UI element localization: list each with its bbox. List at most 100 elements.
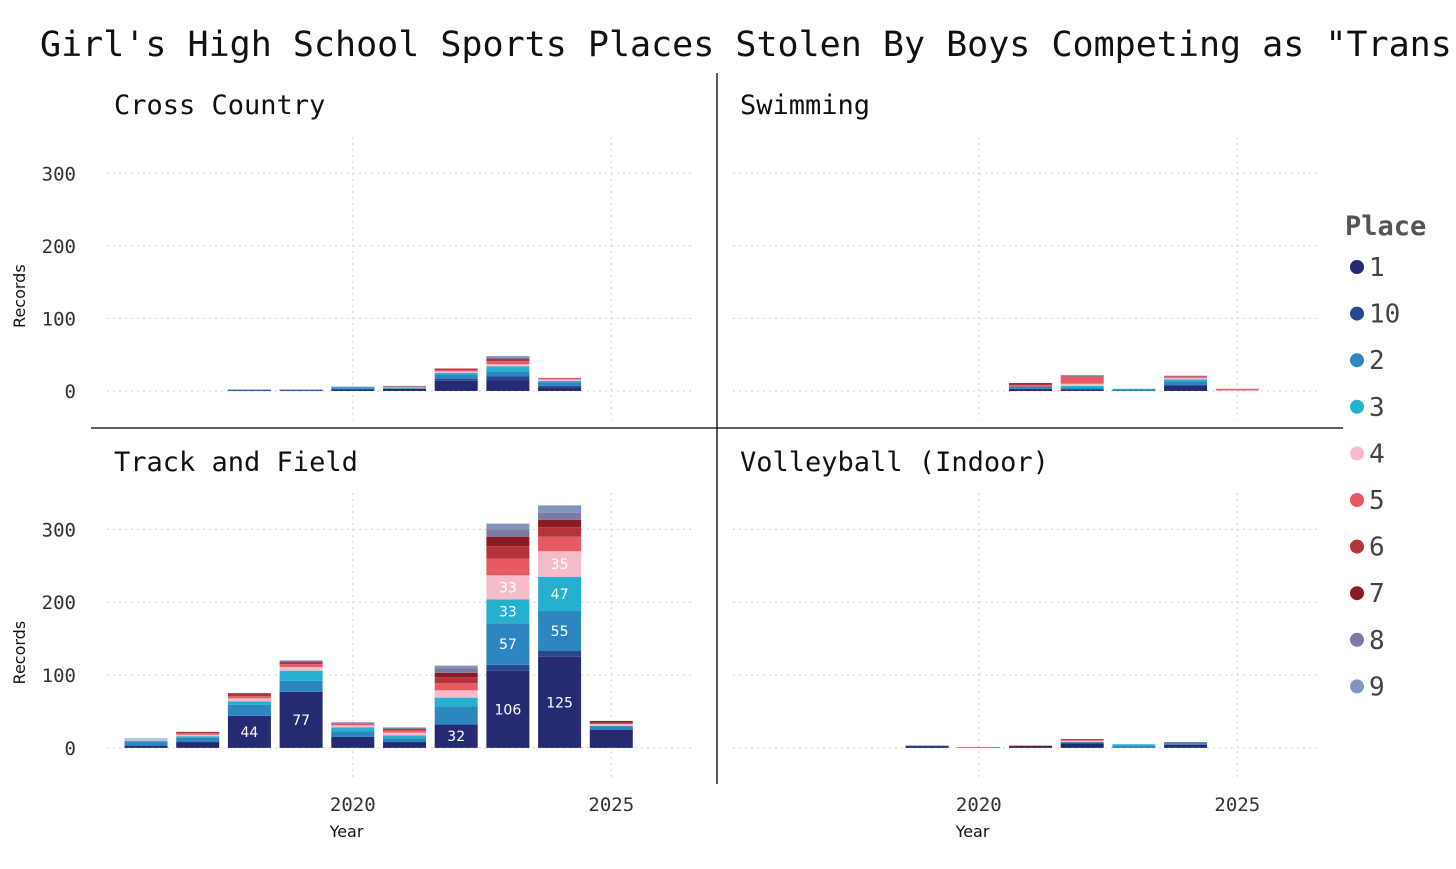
bar-segment-place-1 [383, 742, 426, 748]
bar-segment-place-2 [1112, 389, 1156, 391]
y-tick-label: 100 [42, 308, 76, 330]
bar-segment-place-7 [486, 359, 530, 360]
x-axis-title: Year [955, 822, 990, 841]
bar-segment-place-6 [434, 368, 478, 370]
bar-segment-place-1 [538, 656, 582, 748]
bar-segment-place-4 [486, 364, 530, 367]
bar-segment-place-4 [1215, 390, 1259, 392]
bar-segment-place-3 [331, 727, 375, 732]
legend-item-7: 7 [1350, 579, 1385, 609]
data-label: 35 [551, 557, 569, 573]
legend-item-1: 1 [1350, 253, 1385, 283]
facet-title: Cross Country [114, 90, 325, 121]
x-tick-label: 2025 [1214, 794, 1260, 816]
bar-segment-place-4 [383, 732, 426, 736]
bar-2019 [279, 389, 323, 392]
bar-segment-place-5 [538, 536, 582, 552]
bar-segment-place-7 [1009, 745, 1052, 747]
legend-label: 4 [1369, 439, 1385, 469]
legend-item-2: 2 [1350, 346, 1385, 376]
bar-segment-place-6 [486, 546, 530, 559]
bar-segment-place-1 [279, 390, 323, 392]
bar-segment-place-2 [383, 738, 426, 743]
bar-segment-place-5 [1009, 385, 1052, 387]
bar-segment-place-1 [227, 715, 271, 748]
bar-segment-place-7 [1009, 382, 1052, 384]
bar-segment-place-4 [383, 387, 426, 389]
x-tick-label: 2020 [330, 794, 376, 816]
legend-label: 10 [1369, 300, 1400, 330]
bar-segment-place-2 [331, 731, 375, 737]
bar-segment-place-6 [486, 359, 530, 362]
bar-segment-place-1 [1009, 746, 1052, 748]
bar-2022 [1060, 739, 1104, 748]
bar-2016 [124, 738, 168, 748]
bar-segment-place-1 [434, 380, 478, 391]
bar-segment-place-9 [538, 505, 582, 513]
bar-segment-place-1 [486, 670, 530, 748]
bar-segment-place-3 [486, 599, 530, 624]
bar-2021 [383, 385, 426, 391]
bar-segment-place-5 [279, 664, 323, 668]
bar-segment-place-4 [1164, 377, 1208, 380]
legend-label: 1 [1369, 253, 1385, 283]
facet-title: Volleyball (Indoor) [740, 447, 1049, 478]
legend-item-3: 3 [1350, 393, 1385, 423]
bar-segment-place-2 [434, 706, 478, 725]
bar-segment-place-2 [1009, 386, 1052, 389]
bar-segment-place-2 [227, 389, 271, 391]
data-label: 33 [499, 580, 517, 596]
bar-2023 [486, 356, 530, 391]
chart-title: Girl's High School Sports Places Stolen … [40, 25, 1456, 65]
bar-2020 [957, 747, 1001, 748]
bar-segment-place-4 [227, 698, 271, 702]
data-label: 55 [551, 624, 569, 640]
bar-2019 [905, 745, 949, 748]
bar-segment-place-10 [486, 664, 530, 671]
bar-segment-place-6 [227, 694, 271, 697]
x-axis-title: Year [329, 822, 364, 841]
bar-segment-place-9 [124, 738, 168, 740]
bar-segment-place-2 [1164, 743, 1208, 745]
y-axis-title: Records [10, 264, 29, 328]
bar-2020 [331, 722, 375, 748]
bar-segment-place-2 [538, 610, 582, 652]
bar-2024 [538, 377, 582, 391]
bar-segment-place-2 [589, 726, 633, 730]
legend-swatch [1350, 399, 1364, 414]
bar-2023 [1112, 388, 1156, 391]
y-tick-label: 0 [65, 738, 76, 760]
bar-segment-place-1 [124, 745, 168, 748]
bar-segment-place-3 [1112, 744, 1156, 746]
legend-swatch [1350, 632, 1364, 647]
x-tick-label: 2020 [956, 794, 1002, 816]
bar-segment-place-5 [383, 386, 426, 388]
bar-segment-place-2 [279, 680, 323, 692]
data-label: 106 [495, 702, 522, 718]
bar-segment-place-4 [486, 575, 530, 600]
bar-segment-place-3 [1112, 388, 1156, 390]
legend-label: 8 [1369, 626, 1385, 656]
bar-segment-place-8 [331, 722, 375, 724]
y-tick-label: 200 [42, 236, 76, 258]
data-label: 125 [546, 695, 573, 711]
y-tick-label: 200 [42, 592, 76, 614]
bar-segment-place-7 [538, 519, 582, 528]
bar-segment-place-10 [538, 385, 582, 388]
bar-segment-place-5 [227, 696, 271, 699]
bar-2018 [227, 693, 271, 748]
data-label: 77 [292, 713, 310, 729]
bar-segment-place-2 [538, 382, 582, 386]
bar-segment-place-2 [279, 389, 323, 391]
facet-volleyball-indoor: Volleyball (Indoor) 2020 2025 Year [733, 447, 1320, 841]
bar-2019 [279, 660, 323, 748]
bar-2022 [1060, 375, 1104, 391]
bar-segment-place-1 [1060, 743, 1104, 748]
bar-segment-place-1 [279, 691, 323, 748]
bar-2021 [383, 727, 426, 748]
facet-cross-country: Cross Country 0 100 200 300 Records [10, 90, 694, 420]
bar-segment-place-2 [176, 737, 220, 743]
bar-2022 [434, 665, 478, 748]
bar-segment-place-2 [227, 704, 271, 716]
